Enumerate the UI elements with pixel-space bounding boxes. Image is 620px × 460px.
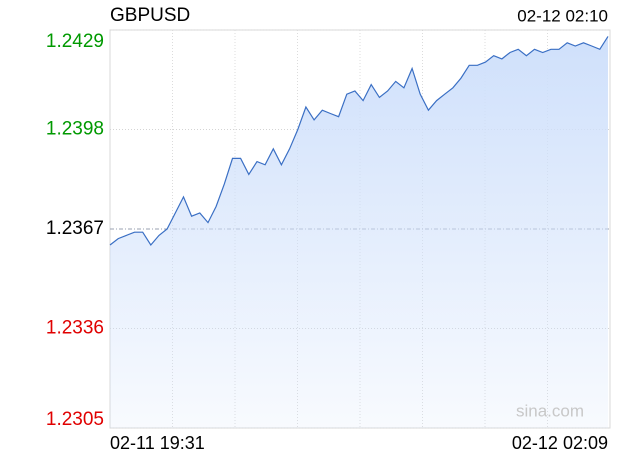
y-tick-label: 1.2398 <box>46 119 104 140</box>
area <box>110 36 608 429</box>
y-tick-label: 1.2336 <box>46 318 104 339</box>
y-tick-label: 1.2429 <box>46 31 104 52</box>
timestamp: 02-12 02:10 <box>517 6 608 25</box>
y-tick-label: 1.2305 <box>46 409 104 430</box>
watermark: sina.com <box>516 401 584 420</box>
y-tick-label: 1.2367 <box>46 218 104 239</box>
price-line <box>109 36 609 247</box>
chart-title: GBPUSD <box>110 5 190 26</box>
x-tick-label: 02-11 19:31 <box>110 433 205 453</box>
x-tick-label: 02-12 02:09 <box>512 433 608 453</box>
